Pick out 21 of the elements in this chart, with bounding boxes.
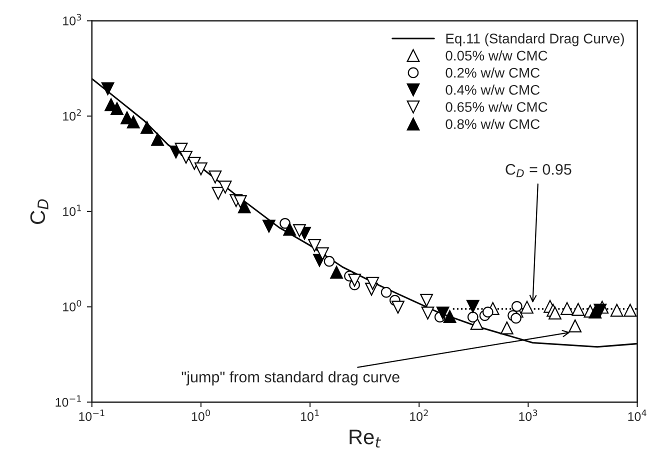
x-tick-label: 10$^{4}$ xyxy=(628,410,646,421)
x-axis-title: Re$_{t}$ xyxy=(350,430,382,448)
y-tick-label: 10$^{1}$ xyxy=(63,204,81,216)
x-tick-label: 10$^{0}$ xyxy=(192,410,210,421)
y-axis-title: C$_{D}$ xyxy=(30,199,48,224)
y-tick-label: 10$^{0}$ xyxy=(63,300,82,312)
legend-label: 0.65% w/w CMC xyxy=(446,102,548,112)
legend-label: 0.4% w/w CMC xyxy=(446,84,540,95)
x-tick-label: 10$^{3}$ xyxy=(519,410,538,421)
legend-label: 0.2% w/w CMC xyxy=(446,67,540,78)
x-tick-label: 10$^{−1}$ xyxy=(79,410,104,421)
legend-label: Eq.11 (Standard Drag Curve) xyxy=(446,33,624,46)
y-tick-label: 10$^{2}$ xyxy=(63,109,81,121)
y-tick-label: 10$^{−1}$ xyxy=(56,395,81,407)
annotation: "jump" from standard drag curve xyxy=(182,371,400,386)
x-tick-label: 10$^{2}$ xyxy=(410,410,428,421)
y-tick-label: 10$^{3}$ xyxy=(63,14,82,26)
legend-label: 0.05% w/w CMC xyxy=(446,50,548,61)
legend-label: 0.8% w/w CMC xyxy=(446,118,540,130)
x-tick-label: 10$^{1}$ xyxy=(300,410,319,421)
annotation: C$_{D}$ = 0.95 xyxy=(506,164,572,178)
